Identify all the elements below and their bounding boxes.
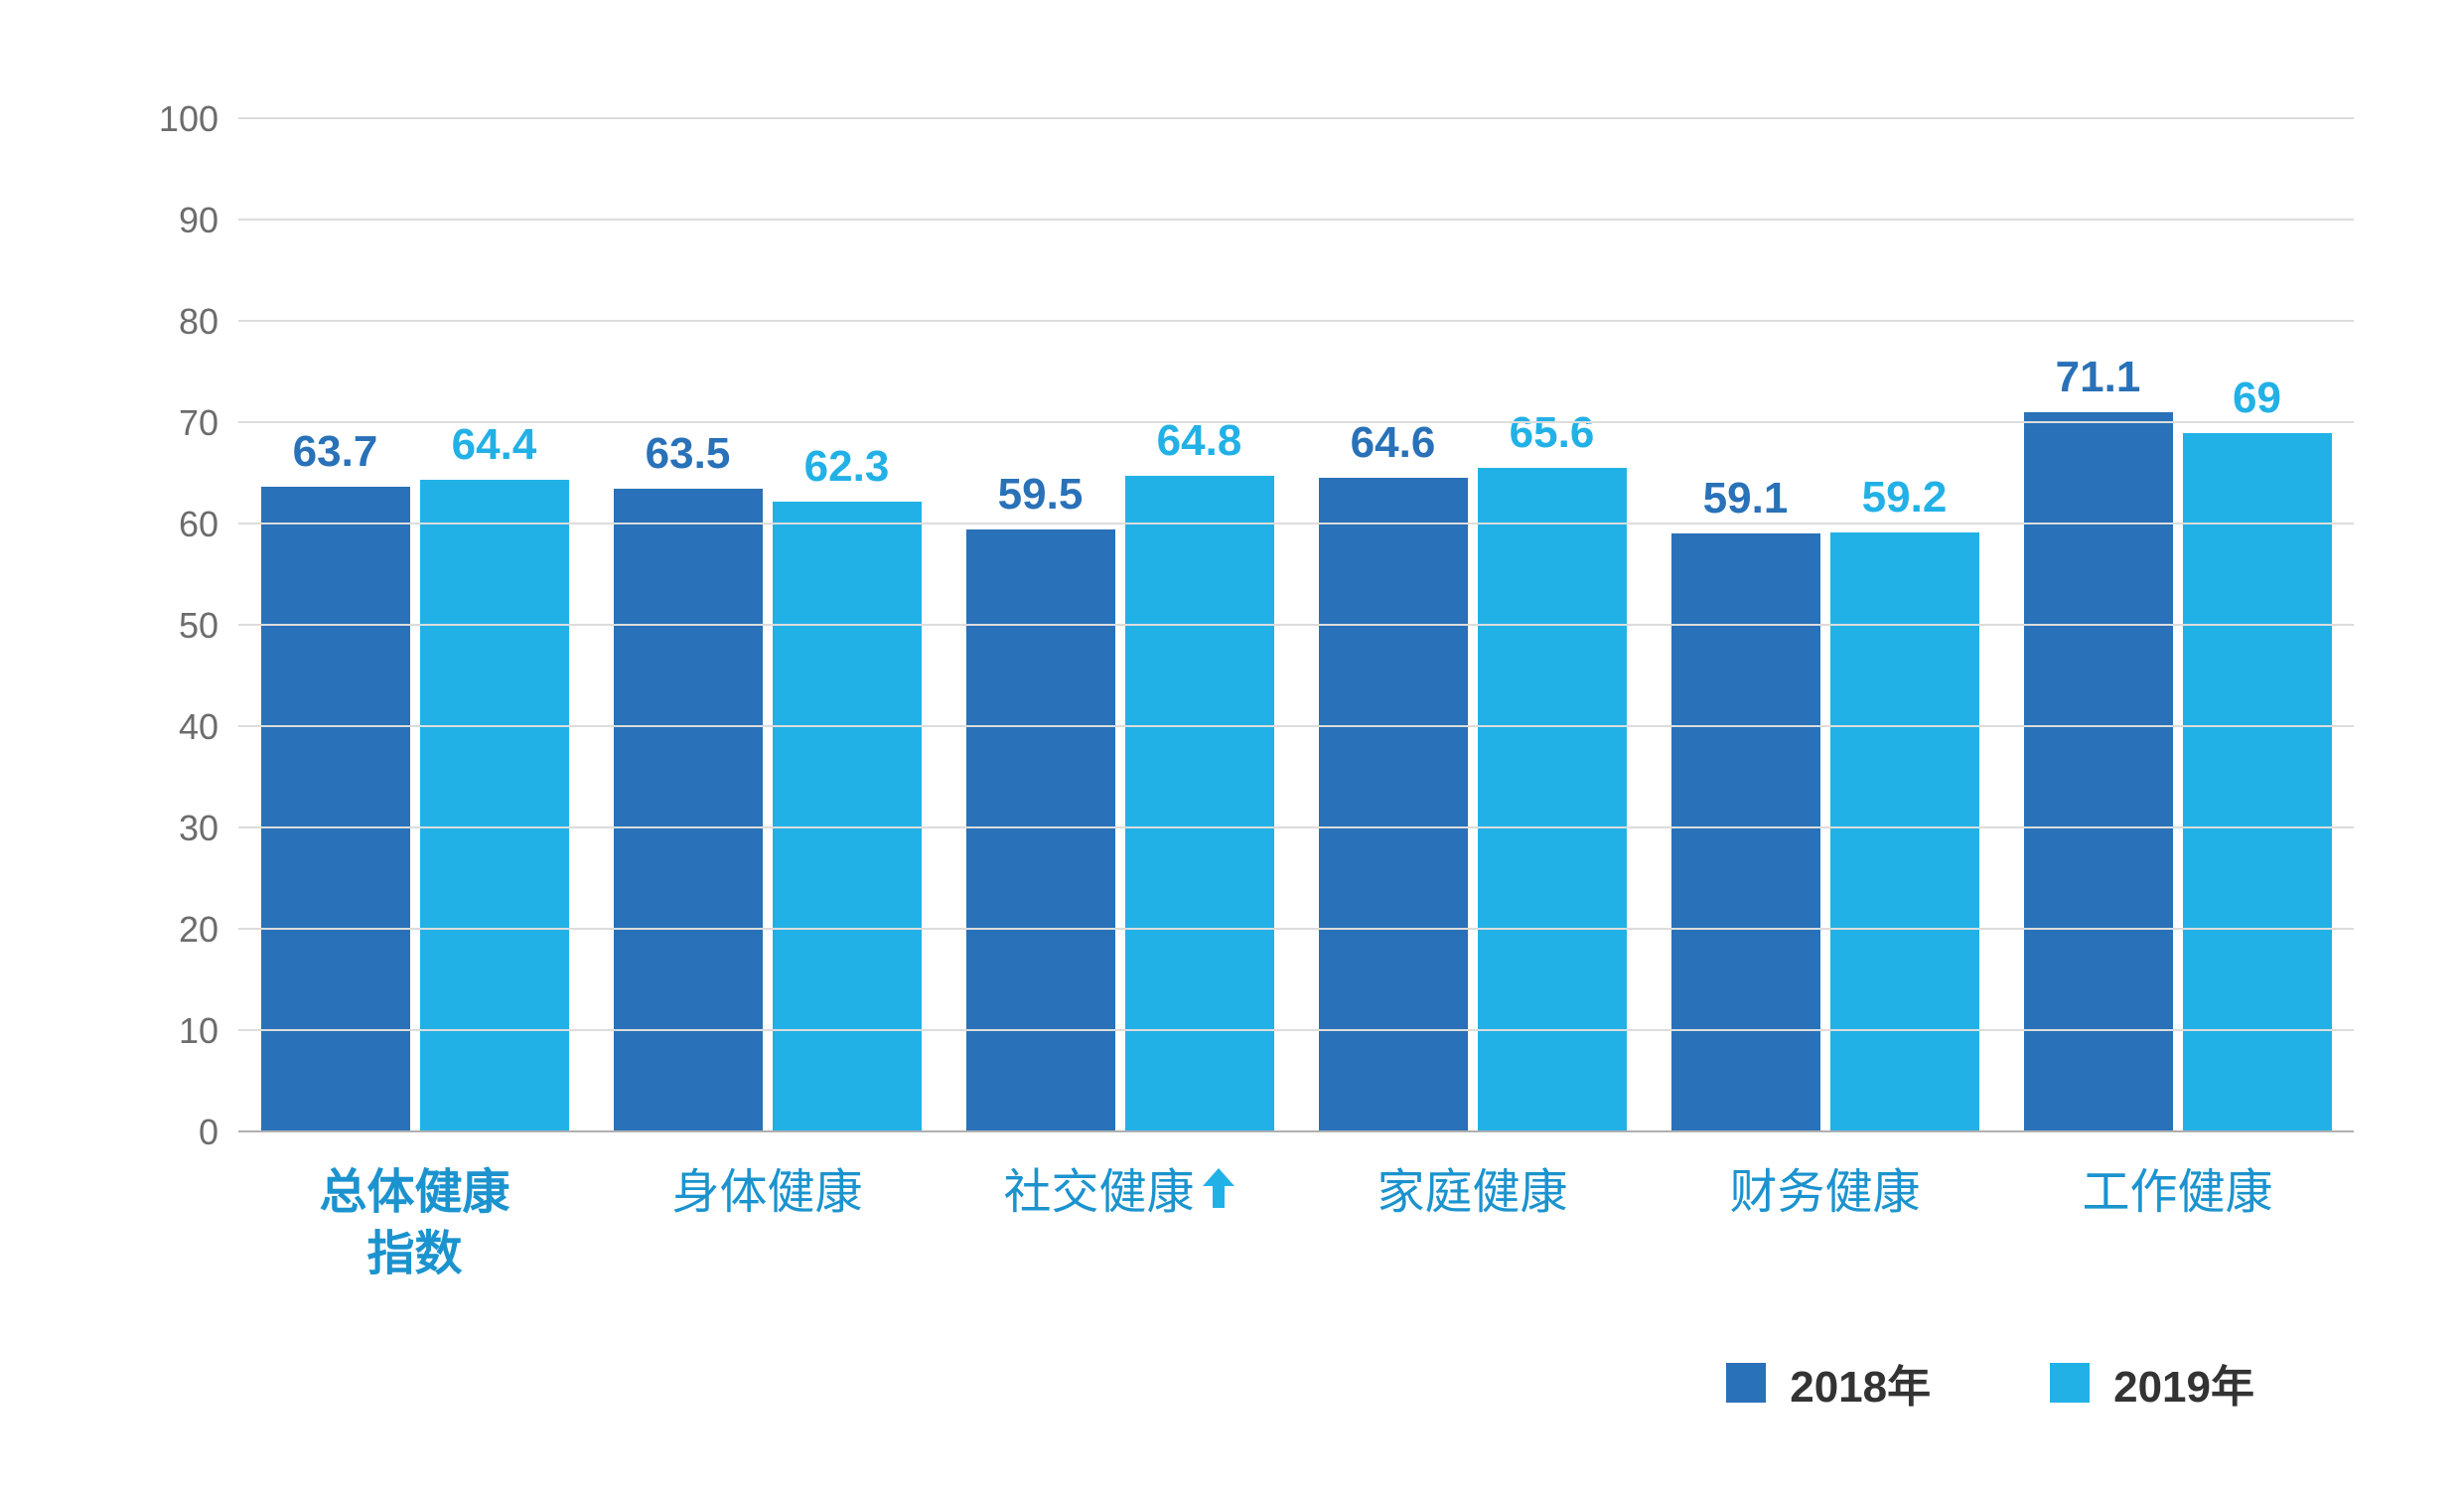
y-tick-label: 20 xyxy=(179,909,218,951)
bar-y2018: 63.7 xyxy=(261,487,410,1132)
gridline xyxy=(238,219,2354,221)
bar-value-label: 64.6 xyxy=(1351,418,1436,468)
bar-y2019: 69 xyxy=(2183,433,2332,1132)
category-label-text: 财务健康 xyxy=(1729,1166,1920,1219)
category-label: 工作健康 xyxy=(2082,1162,2272,1224)
legend-swatch xyxy=(1726,1363,1766,1403)
legend: 2018年 2019年 xyxy=(238,1351,2354,1415)
gridline xyxy=(238,320,2354,322)
y-tick-label: 30 xyxy=(179,808,218,849)
gridline xyxy=(238,928,2354,930)
gridline xyxy=(238,624,2354,626)
bar-y2019: 65.6 xyxy=(1478,468,1627,1132)
gridline xyxy=(238,725,2354,727)
y-tick-label: 90 xyxy=(179,200,218,241)
legend-swatch xyxy=(2050,1363,2090,1403)
legend-item: 2019年 xyxy=(2050,1351,2254,1415)
y-tick-label: 80 xyxy=(179,301,218,343)
category-label-text: 家庭健康 xyxy=(1377,1166,1567,1219)
legend-label: 2019年 xyxy=(2113,1351,2254,1415)
health-index-chart: 63.764.463.562.359.564.864.665.659.159.2… xyxy=(79,79,2393,1411)
y-tick-label: 70 xyxy=(179,402,218,444)
y-tick-label: 40 xyxy=(179,706,218,748)
category-label-text: 社交健康 xyxy=(1003,1166,1194,1219)
gridline xyxy=(238,117,2354,119)
bar-value-label: 63.7 xyxy=(293,427,378,477)
category-label-line: 财务健康 xyxy=(1729,1162,1920,1224)
y-tick-label: 50 xyxy=(179,605,218,647)
bar-y2019: 64.8 xyxy=(1125,476,1274,1132)
category-label: 身体健康 xyxy=(671,1162,862,1224)
category-label-line: 工作健康 xyxy=(2082,1162,2272,1224)
category-label-text: 工作健康 xyxy=(2082,1166,2272,1219)
category-label: 家庭健康 xyxy=(1377,1162,1567,1224)
bar-value-label: 64.4 xyxy=(452,420,537,470)
category-label: 社交健康 xyxy=(1003,1162,1235,1227)
gridline xyxy=(238,523,2354,524)
gridline xyxy=(238,1130,2354,1132)
legend-label: 2018年 xyxy=(1790,1351,1931,1415)
category-label: 财务健康 xyxy=(1729,1162,1920,1224)
legend-item: 2018年 xyxy=(1726,1351,1931,1415)
category-label-line: 家庭健康 xyxy=(1377,1162,1567,1224)
category-label-line: 身体健康 xyxy=(671,1162,862,1224)
bar-value-label: 59.5 xyxy=(998,470,1084,520)
bar-y2019: 64.4 xyxy=(420,480,569,1132)
bar-value-label: 59.1 xyxy=(1703,474,1789,523)
bars-layer: 63.764.463.562.359.564.864.665.659.159.2… xyxy=(238,119,2354,1132)
category-label-line: 社交健康 xyxy=(1003,1162,1235,1227)
category-label-text: 身体健康 xyxy=(671,1166,862,1219)
gridline xyxy=(238,826,2354,828)
bar-value-label: 65.6 xyxy=(1510,408,1595,458)
plot-area: 63.764.463.562.359.564.864.665.659.159.2… xyxy=(238,119,2354,1132)
y-tick-label: 10 xyxy=(179,1010,218,1052)
bar-value-label: 62.3 xyxy=(804,442,890,492)
bar-value-label: 64.8 xyxy=(1157,416,1242,466)
bar-y2018: 59.5 xyxy=(966,529,1115,1132)
bar-value-label: 69 xyxy=(2233,374,2281,423)
category-label-line: 总体健康 xyxy=(319,1162,509,1224)
bar-y2018: 63.5 xyxy=(614,489,763,1132)
bar-value-label: 71.1 xyxy=(2056,353,2141,402)
category-label-text: 总体健康 xyxy=(319,1166,509,1219)
bar-value-label: 59.2 xyxy=(1862,473,1948,523)
y-tick-label: 60 xyxy=(179,504,218,545)
bar-y2018: 71.1 xyxy=(2024,412,2173,1132)
category-label-line: 指数 xyxy=(319,1224,509,1285)
y-tick-label: 0 xyxy=(199,1112,218,1153)
gridline xyxy=(238,421,2354,423)
bar-y2019: 59.2 xyxy=(1830,532,1979,1132)
bar-y2018: 64.6 xyxy=(1319,478,1468,1132)
bar-y2019: 62.3 xyxy=(773,502,922,1132)
arrow-up-icon xyxy=(1201,1164,1236,1226)
category-label: 总体健康指数 xyxy=(319,1162,509,1286)
bar-value-label: 63.5 xyxy=(646,429,731,479)
y-tick-label: 100 xyxy=(159,98,218,140)
gridline xyxy=(238,1029,2354,1031)
